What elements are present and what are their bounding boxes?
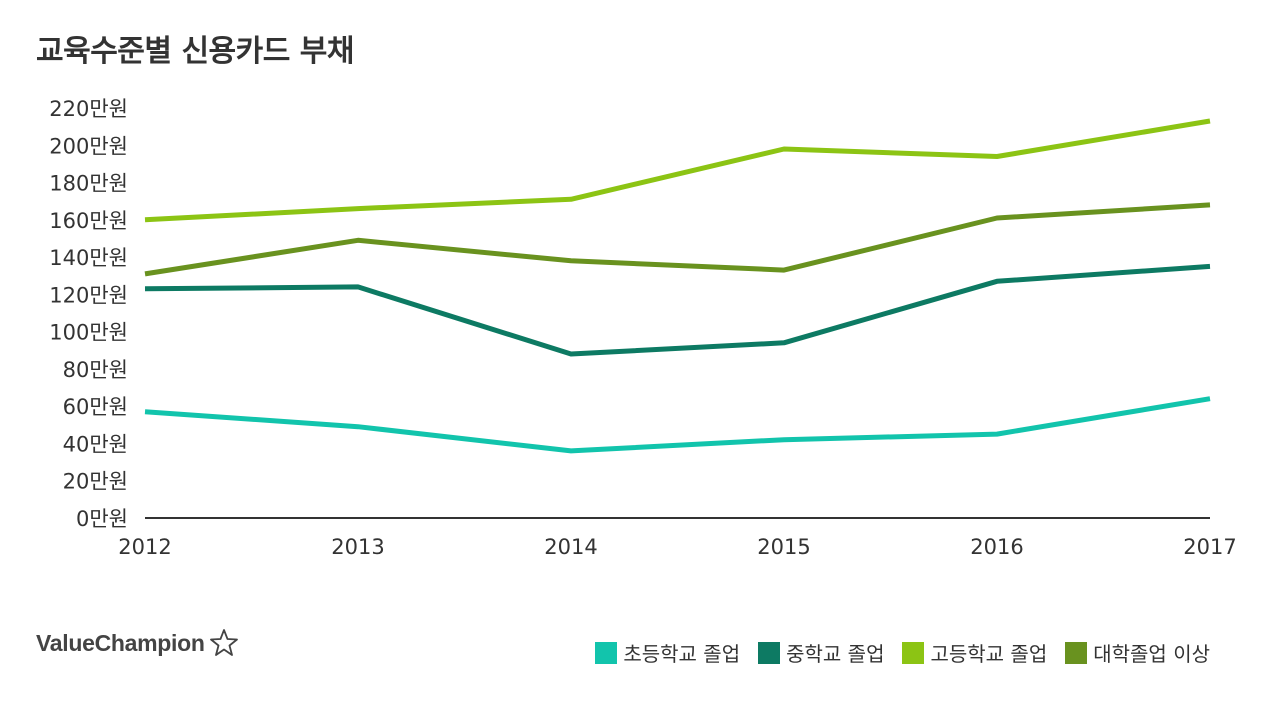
legend-label: 대학졸업 이상 xyxy=(1093,642,1210,666)
x-tick-label: 2013 xyxy=(331,535,384,559)
y-tick-label: 160만원 xyxy=(49,209,128,233)
x-tick-label: 2012 xyxy=(118,535,171,559)
y-tick-label: 100만원 xyxy=(49,321,128,345)
series-line-3 xyxy=(144,118,1211,223)
y-tick-label: 120만원 xyxy=(49,283,128,307)
star-icon xyxy=(209,629,238,656)
legend-swatch xyxy=(758,641,781,664)
brand-logo: ValueChampion xyxy=(36,628,239,658)
brand-name: ValueChampion xyxy=(36,629,205,656)
y-axis-ticks: 0만원 20만원 40만원 60만원 80만원 100만원 120만원 140만원 160만원 1… xyxy=(49,97,128,531)
legend-item: 초등학교 졸업 xyxy=(595,638,740,667)
legend-label: 초등학교 졸업 xyxy=(623,642,741,666)
x-tick-label: 2014 xyxy=(544,535,597,559)
x-axis-ticks: 2012 2013 2014 2015 2016 2017 xyxy=(118,535,1236,559)
legend: 초등학교 졸업 중학교 졸업 고등학교 졸업 대학졸업 이상 xyxy=(577,638,1210,667)
y-tick-label: 60만원 xyxy=(63,395,128,419)
legend-label: 중학교 졸업 xyxy=(786,642,885,666)
series-line-4 xyxy=(144,202,1211,277)
chart-title: 교육수준별 신용카드 부채 xyxy=(36,34,355,69)
legend-label: 고등학교 졸업 xyxy=(930,642,1048,666)
legend-swatch xyxy=(595,641,618,664)
legend-swatch xyxy=(1065,641,1088,664)
y-tick-label: 0만원 xyxy=(76,507,128,531)
legend-item: 대학졸업 이상 xyxy=(1065,638,1210,667)
x-tick-label: 2015 xyxy=(757,535,810,559)
y-tick-label: 140만원 xyxy=(49,246,128,270)
x-tick-label: 2017 xyxy=(1183,535,1236,559)
y-tick-label: 200만원 xyxy=(49,134,128,158)
x-tick-label: 2016 xyxy=(970,535,1023,559)
series-line-1 xyxy=(144,396,1211,454)
y-tick-label: 20만원 xyxy=(63,470,128,494)
legend-swatch xyxy=(902,641,925,664)
y-tick-label: 220만원 xyxy=(49,97,128,121)
series-line-2 xyxy=(144,263,1211,357)
legend-item: 고등학교 졸업 xyxy=(902,638,1047,667)
y-tick-label: 40만원 xyxy=(63,432,128,456)
y-tick-label: 80만원 xyxy=(63,358,128,382)
series-lines xyxy=(144,118,1211,454)
y-tick-label: 180만원 xyxy=(49,172,128,196)
legend-item: 중학교 졸업 xyxy=(758,638,884,667)
